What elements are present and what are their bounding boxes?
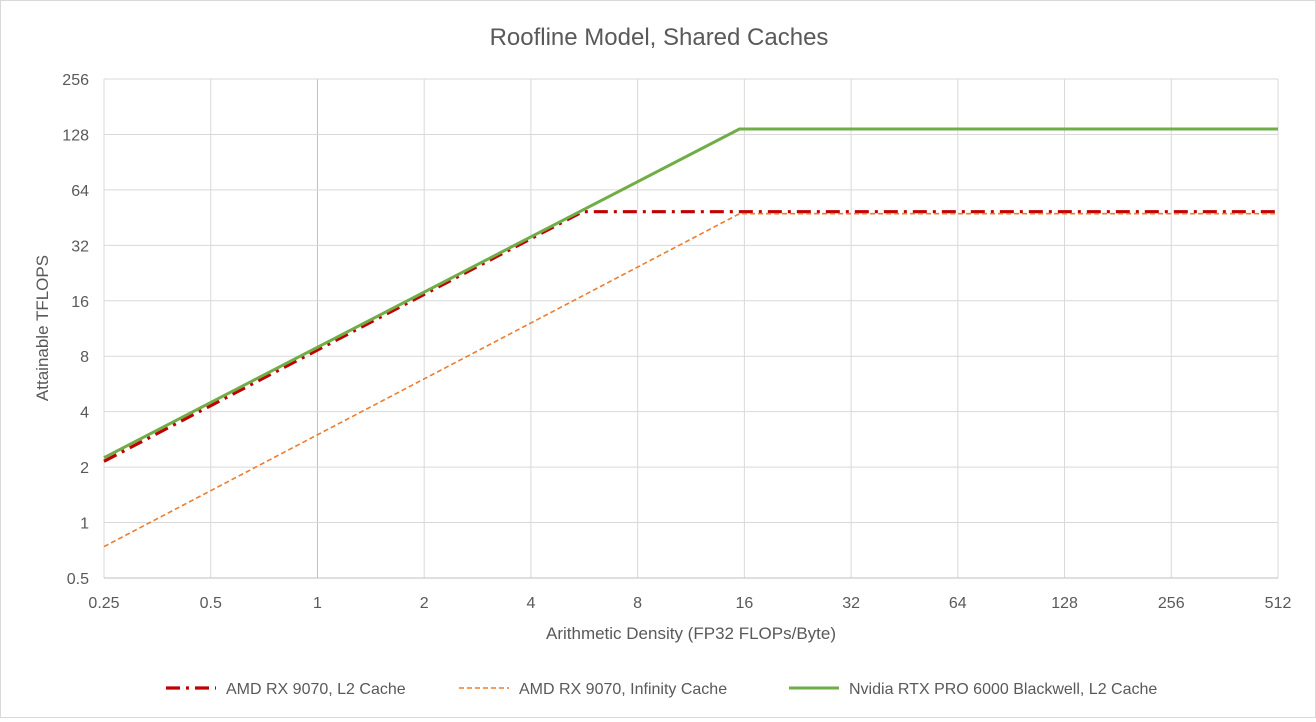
series-lines <box>103 127 1278 548</box>
y-tick-label: 4 <box>80 405 89 422</box>
axes: 0.25 0.5 1 2 4 8 16 32 64 128 256 512 0.5 1 2 4 8 16 32 64 1… <box>62 72 1291 612</box>
legend-label-1: AMD RX 9070, L2 Cache <box>226 681 406 698</box>
x-tick-label: 128 <box>1051 595 1078 612</box>
y-axis-label: Attainable TFLOPS <box>33 255 52 401</box>
legend: AMD RX 9070, L2 Cache AMD RX 9070, Infini… <box>166 681 1157 698</box>
x-tick-label: 0.5 <box>200 595 222 612</box>
series-line-2 <box>103 212 1278 548</box>
x-tick-label: 1 <box>313 595 322 612</box>
series-line-3 <box>103 127 1278 460</box>
legend-label-2: AMD RX 9070, Infinity Cache <box>519 681 727 698</box>
chart-title: Roofline Model, Shared Caches <box>490 24 829 51</box>
x-tick-label: 64 <box>949 595 967 612</box>
y-tick-label: 64 <box>71 183 89 200</box>
x-tick-label: 8 <box>633 595 642 612</box>
y-tick-label: 256 <box>62 72 89 89</box>
x-tick-label: 512 <box>1265 595 1292 612</box>
y-tick-label: 0.5 <box>67 571 89 588</box>
y-tick-label: 1 <box>80 516 89 533</box>
x-tick-label: 0.25 <box>88 595 119 612</box>
x-tick-label: 2 <box>420 595 429 612</box>
x-tick-label: 4 <box>526 595 535 612</box>
y-tick-label: 32 <box>71 238 89 255</box>
y-tick-label: 2 <box>80 460 89 477</box>
x-tick-label: 32 <box>842 595 860 612</box>
y-tick-label: 128 <box>62 127 89 144</box>
series-line-1 <box>103 210 1278 463</box>
legend-label-3: Nvidia RTX PRO 6000 Blackwell, L2 Cache <box>849 681 1157 698</box>
x-axis-label: Arithmetic Density (FP32 FLOPs/Byte) <box>546 624 836 643</box>
x-tick-label: 16 <box>735 595 753 612</box>
y-tick-label: 16 <box>71 294 89 311</box>
x-tick-label: 256 <box>1158 595 1185 612</box>
y-tick-label: 8 <box>80 349 89 366</box>
